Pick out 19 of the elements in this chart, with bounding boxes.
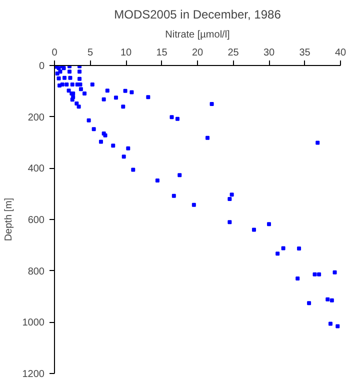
x-tick-label: 35	[299, 48, 311, 58]
x-tick-label: 5	[87, 48, 94, 58]
y-axis-title: Depth [m]	[3, 198, 14, 242]
y-tick-label: 800	[28, 266, 45, 278]
x-tick-label: 30	[263, 48, 275, 58]
x-tick-label: 20	[192, 48, 204, 58]
x-tick-label: 0	[52, 48, 58, 58]
y-tick-label: 200	[28, 112, 45, 124]
x-axis-title: Nitrate [µmol/l]	[165, 30, 230, 40]
x-tick-label: 10	[120, 48, 132, 58]
y-tick-label: 600	[28, 215, 45, 226]
chart-title: MODS2005 in December, 1986	[114, 8, 282, 22]
x-tick-label: 25	[228, 48, 240, 58]
y-tick-label: 1000	[22, 318, 45, 329]
y-tick-label: 400	[28, 164, 45, 175]
y-tick-label: 0	[38, 61, 45, 72]
x-tick-label: 40	[334, 48, 346, 58]
y-tick-label: 1200	[22, 369, 45, 380]
x-tick-label: 15	[156, 48, 168, 58]
